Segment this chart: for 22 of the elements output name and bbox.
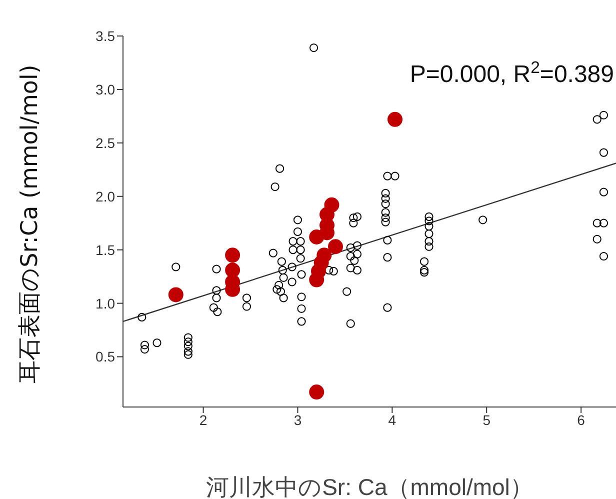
y-tick-label: 3.5 [96,28,116,44]
y-tick-label: 1.0 [96,295,116,312]
point [311,264,326,279]
y-tick-label: 0.5 [96,348,116,365]
point [328,239,343,254]
point [168,287,184,302]
y-tick-label: 2.5 [96,134,116,151]
x-tick-label: 3 [294,412,302,428]
y-tick-label: 2.0 [96,188,116,204]
x-tick-label: 6 [577,412,586,428]
x-axis-title: 河川水中のSr: Ca（mmol/mol） [206,474,533,499]
point [225,248,240,263]
x-tick-label: 2 [199,412,208,428]
point [309,230,324,245]
y-tick-label: 3.0 [96,81,116,98]
annotation: P=0.000, R$^{2}$=0.389 [410,58,614,88]
y-tick-label: 1.5 [96,242,116,258]
x-tick-label: 4 [388,412,396,428]
point [388,112,402,127]
point [309,384,324,400]
y-axis-title: 耳石表面のSr:Ca (mmol/mol) [17,64,43,384]
x-tick-label: 5 [482,412,491,428]
